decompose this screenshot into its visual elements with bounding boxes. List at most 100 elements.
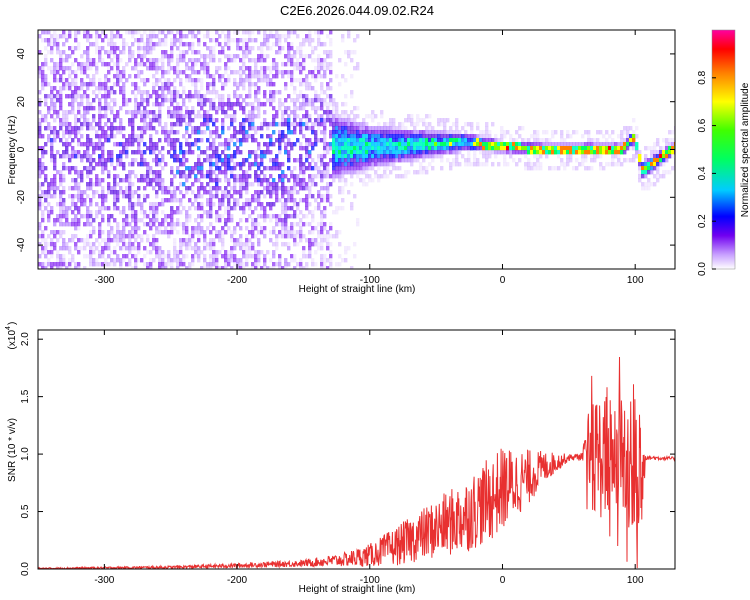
spectrogram-cell [152,66,156,71]
spectrogram-cell [227,58,231,63]
spectrogram-cell [428,122,432,127]
spectrogram-cell [350,122,354,127]
spectrogram-cell [368,174,372,179]
spectrogram-cell [323,74,327,79]
spectrogram-cell [470,146,474,151]
spectrogram-cell [155,250,159,255]
spectrogram-cell [245,66,249,71]
spectrogram-cell [284,118,288,123]
spectrogram-cell [368,158,372,163]
spectrogram-cell [203,262,207,267]
spectrogram-cell [164,82,168,87]
spectrogram-cell [341,142,345,147]
spectrogram-cell [341,154,345,159]
spectrogram-cell [302,134,306,139]
spectrogram-cell [293,54,297,59]
spectrogram-cell [422,130,426,135]
spectrogram-cell [575,146,579,151]
spectrogram-cell [200,162,204,167]
spectrogram-cell [179,114,183,119]
spectrogram-cell [248,102,252,107]
spectrogram-cell [272,162,276,167]
spectrogram-cell [329,114,333,119]
spectrogram-cell [86,186,90,191]
spectrogram-cell [107,66,111,71]
spectrogram-cell [95,122,99,127]
spectrogram-cell [158,174,162,179]
spectrogram-cell [155,170,159,175]
spectrogram-cell [326,110,330,115]
spectrogram-cell [317,62,321,67]
spectrogram-cell [242,134,246,139]
spectrogram-cell [230,122,234,127]
spectrogram-cell [536,154,540,159]
spectrogram-cell [227,258,231,263]
spectrogram-cell [170,126,174,131]
spectrogram-cell [251,234,255,239]
spectrogram-cell [98,82,102,87]
spectrogram-cell [455,154,459,159]
spectrogram-cell [200,62,204,67]
spectrogram-cell [47,242,51,247]
spectrogram-cell [416,114,420,119]
spectrogram-cell [221,254,225,259]
spectrogram-cell [293,114,297,119]
spectrogram-cell [422,158,426,163]
spectrogram-cell [572,142,576,147]
spectrogram-cell [56,266,60,269]
spectrogram-cell [197,126,201,131]
spectrogram-cell [278,258,282,263]
spectrogram-cell [125,110,129,115]
spectrogram-cell [341,130,345,135]
spectrogram-cell [332,126,336,131]
spectrogram-cell [296,206,300,211]
spectrogram-cell [362,182,366,187]
spectrogram-cell [254,38,258,43]
spectrogram-cell [410,154,414,159]
spectrogram-cell [560,134,564,139]
spectrogram-cell [182,134,186,139]
spectrogram-cell [404,134,408,139]
spectrogram-cell [662,150,666,155]
spectrogram-cell [641,166,645,171]
spectrogram-cell [278,38,282,43]
spectrogram-cell [191,30,195,35]
spectrogram-cell [155,58,159,63]
spectrogram-cell [59,246,63,251]
spectrogram-cell [446,142,450,147]
spectrogram-cell [338,150,342,155]
spectrogram-cell [560,162,564,167]
snr-xlabel: Height of straight line (km) [299,584,416,595]
spectrogram-cell [143,114,147,119]
spectrogram-cell [299,130,303,135]
spectrogram-cell [38,202,42,207]
spectrogram-cell [125,218,129,223]
spectrogram-cell [494,142,498,147]
spectrogram-cell [662,146,666,151]
spectrogram-cell [218,230,222,235]
spectrogram-cell [455,162,459,167]
spectrogram-cell [560,158,564,163]
spectrogram-cell [425,154,429,159]
spectrogram-cell [329,222,333,227]
spectrogram-cell [425,126,429,131]
spectrogram-cell [53,174,57,179]
spectrogram-cell [263,154,267,159]
spectrogram-cell [536,162,540,167]
spectrogram-cell [311,50,315,55]
spectrogram-cell [221,46,225,51]
spectrogram-cell [95,38,99,43]
spectrogram-cell [422,122,426,127]
spectrogram-cell [71,110,75,115]
spectrogram-cell [287,46,291,51]
spectrogram-cell [467,122,471,127]
spectrogram-cell [281,110,285,115]
spectrogram-cell [122,242,126,247]
spectrogram-cell [284,106,288,111]
spectrogram-cell [53,162,57,167]
spectrogram-cell [326,186,330,191]
spectrogram-cell [131,54,135,59]
spectrogram-cell [101,214,105,219]
spectrogram-cell [524,166,528,171]
spectrogram-cell [191,142,195,147]
